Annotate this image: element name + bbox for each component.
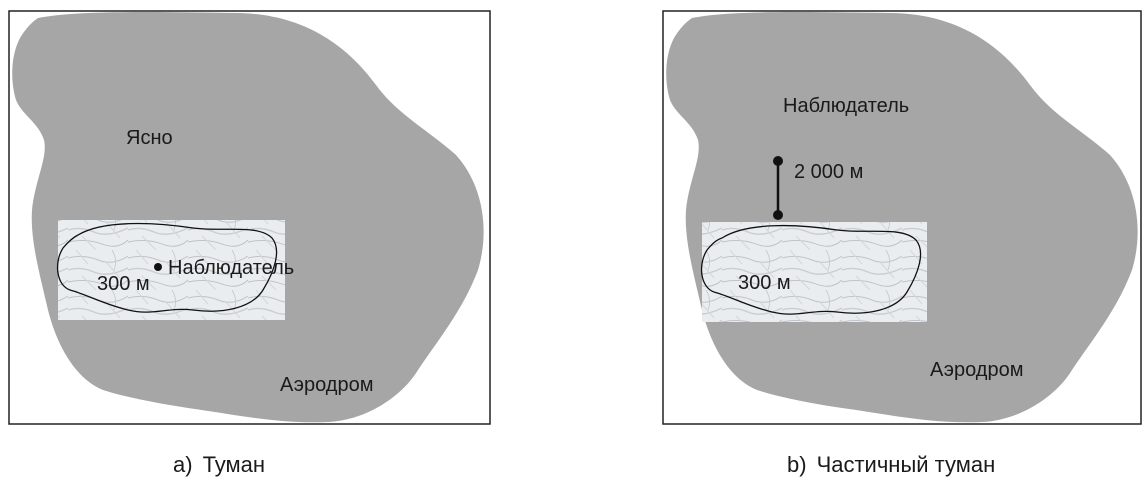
observer-distance-label: 2 000 м: [794, 161, 864, 183]
fog-distance-label: 300 м: [97, 273, 150, 295]
observer-label: Наблюдатель: [168, 257, 295, 279]
aerodrome-label: Аэродром: [280, 374, 374, 396]
caption-letter: b): [787, 452, 807, 477]
clear-label: Ясно: [126, 127, 173, 149]
caption-letter: a): [173, 452, 193, 477]
observer-point: [773, 156, 783, 166]
fog-boundary: [700, 224, 922, 315]
fog-boundary: [56, 222, 278, 313]
fog-edge-point: [773, 210, 783, 220]
partial-fog-diagram: [662, 10, 1142, 425]
aerodrome-label: Аэродром: [930, 359, 1024, 381]
caption-partial-fog: b) Частичный туман: [787, 452, 995, 478]
caption-text: Частичный туман: [816, 452, 996, 477]
fog-diagram: [8, 10, 491, 425]
fog-distance-label: 300 м: [738, 272, 791, 294]
caption-fog: a) Туман: [173, 452, 265, 478]
panel-fog: Ясно Наблюдатель 300 м Аэродром: [8, 10, 491, 425]
panel-partial-fog: Наблюдатель 2 000 м 300 м Аэродром: [662, 10, 1145, 425]
observer-label: Наблюдатель: [783, 95, 910, 117]
observer-point: [154, 263, 162, 271]
caption-text: Туман: [202, 452, 266, 477]
fog-zone: [702, 222, 927, 322]
